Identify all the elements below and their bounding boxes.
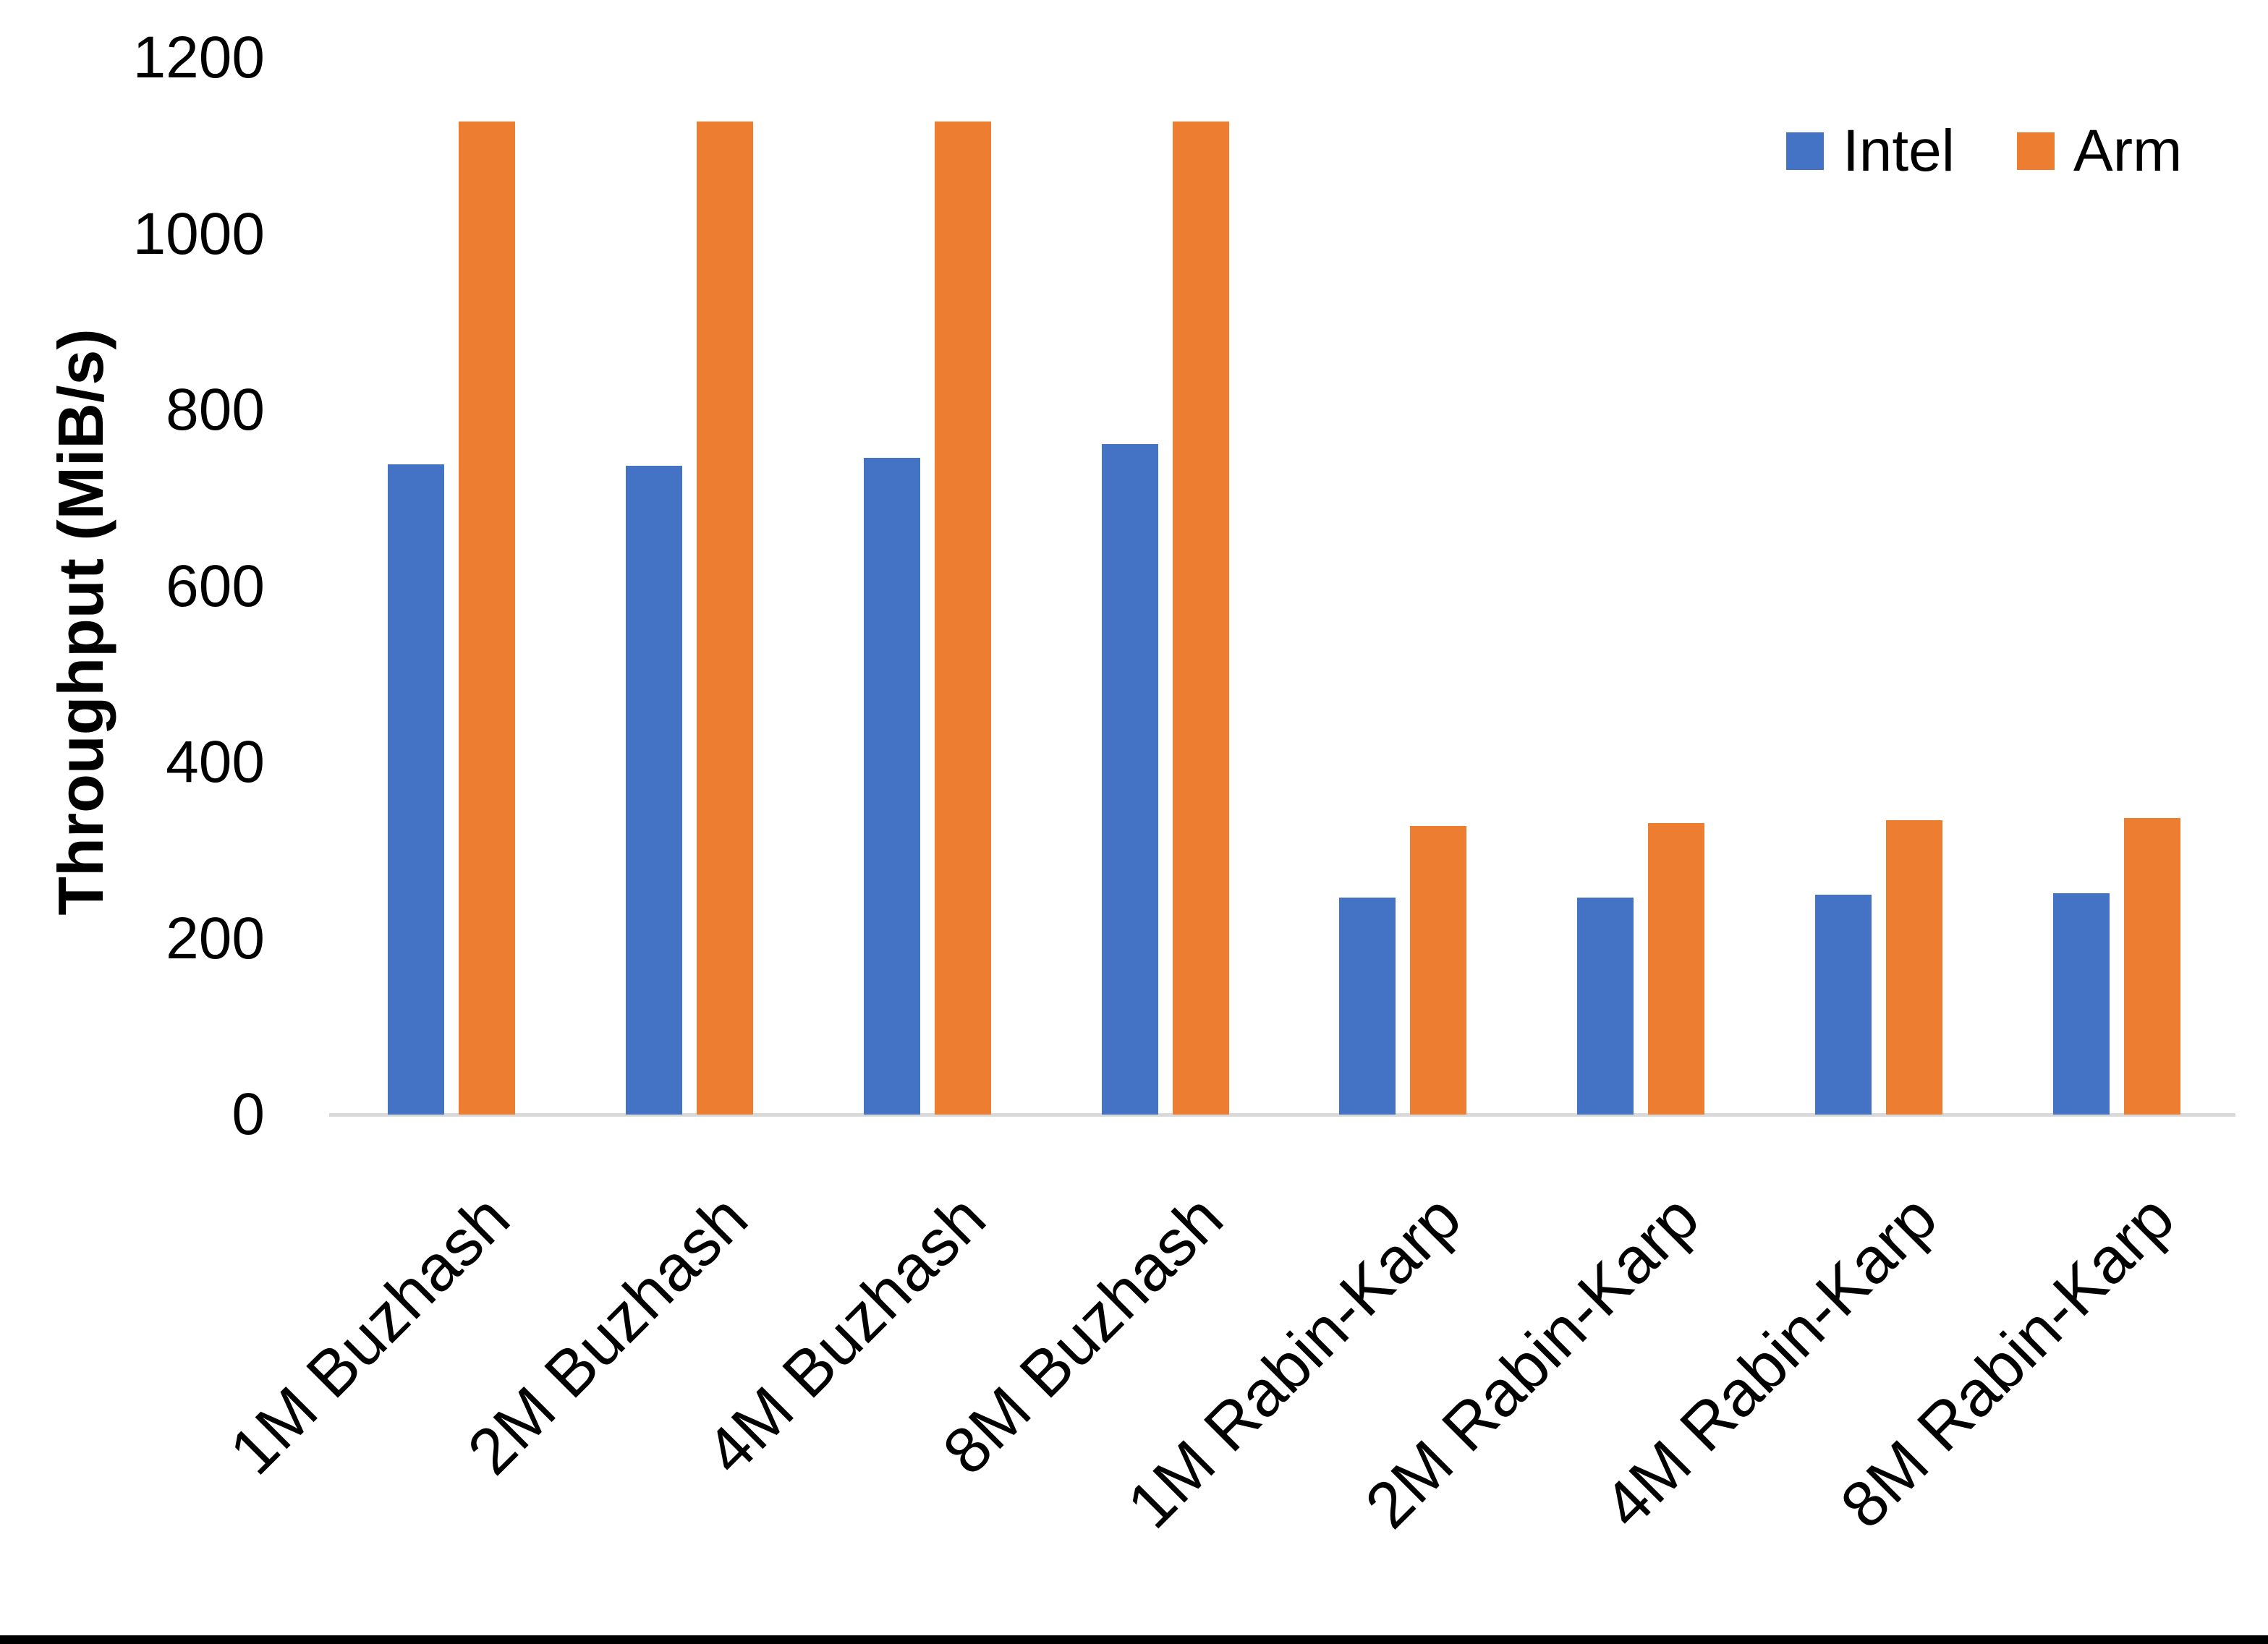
x-category-label-8m-rabin-karp: 8M Rabin-Karp bbox=[1827, 1181, 2188, 1543]
page-bottom-rule bbox=[0, 1635, 2268, 1644]
bar-intel-2m-buzhash bbox=[626, 465, 683, 1115]
bar-intel-4m-rabin-karp bbox=[1814, 894, 1872, 1115]
legend-entry-intel: Intel bbox=[1786, 122, 1955, 181]
legend-entry-arm: Arm bbox=[2017, 122, 2182, 181]
y-tick-label-1000: 1000 bbox=[132, 200, 265, 267]
bar-intel-4m-buzhash bbox=[863, 457, 920, 1115]
bar-intel-1m-rabin-karp bbox=[1339, 898, 1396, 1115]
x-axis-line bbox=[329, 1113, 2235, 1117]
legend: Intel Arm bbox=[1786, 122, 2182, 181]
legend-label-intel: Intel bbox=[1843, 118, 1955, 184]
arm-series-swatch-icon bbox=[2017, 132, 2055, 170]
x-category-anchor-8m-rabin-karp: 8M Rabin-Karp bbox=[1700, 1182, 2188, 1543]
bar-arm-8m-rabin-karp bbox=[2123, 817, 2180, 1115]
bar-arm-2m-buzhash bbox=[697, 121, 754, 1115]
bar-intel-1m-buzhash bbox=[388, 464, 445, 1115]
bar-intel-8m-buzhash bbox=[1101, 444, 1158, 1115]
y-tick-label-1200: 1200 bbox=[132, 25, 265, 90]
y-tick-label-600: 600 bbox=[166, 553, 265, 619]
bar-arm-4m-buzhash bbox=[934, 121, 991, 1115]
bar-intel-2m-rabin-karp bbox=[1577, 898, 1634, 1115]
bar-intel-8m-rabin-karp bbox=[2052, 893, 2110, 1115]
y-tick-label-400: 400 bbox=[166, 729, 265, 795]
bar-arm-1m-buzhash bbox=[459, 121, 516, 1115]
bar-arm-4m-rabin-karp bbox=[1885, 820, 1942, 1115]
bar-arm-1m-rabin-karp bbox=[1410, 825, 1467, 1115]
y-tick-label-200: 200 bbox=[166, 905, 265, 971]
bar-arm-8m-buzhash bbox=[1172, 121, 1229, 1115]
bar-arm-2m-rabin-karp bbox=[1648, 823, 1705, 1115]
legend-label-arm: Arm bbox=[2073, 118, 2183, 184]
y-tick-label-800: 800 bbox=[166, 377, 265, 443]
intel-series-swatch-icon bbox=[1786, 132, 1824, 170]
y-tick-label-0: 0 bbox=[232, 1081, 265, 1147]
